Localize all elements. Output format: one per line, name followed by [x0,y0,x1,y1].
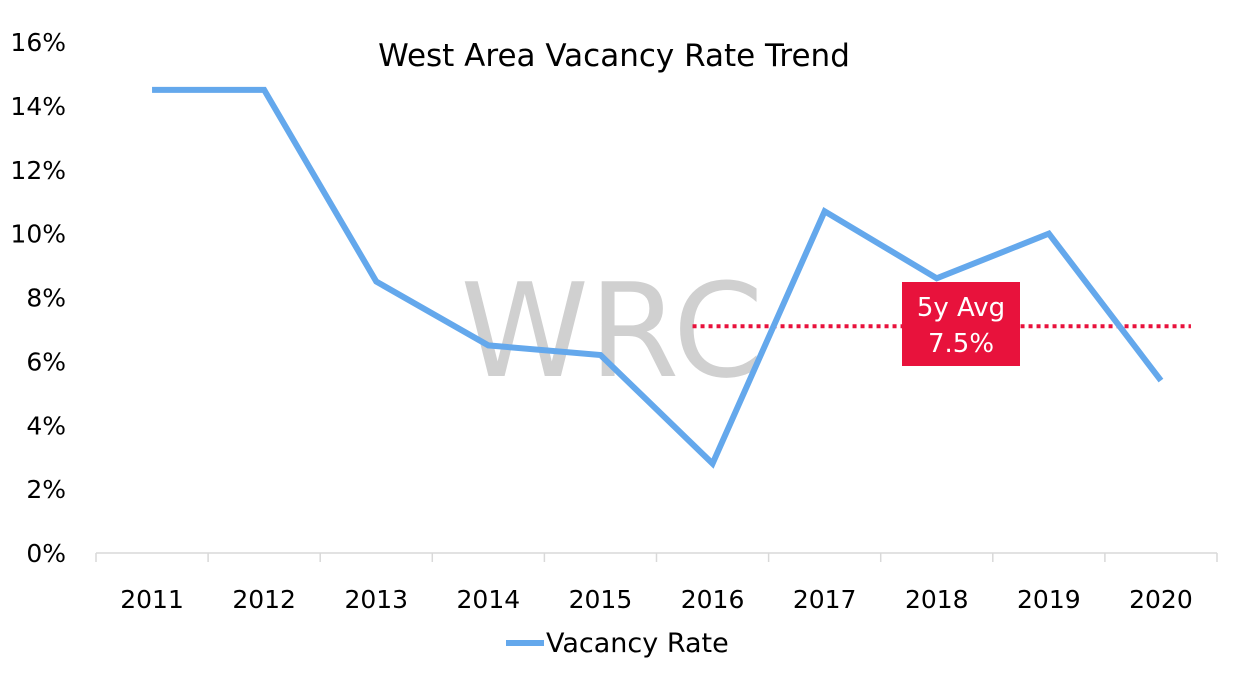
y-tick-label: 16% [10,28,66,57]
x-tick-label: 2020 [1129,585,1193,614]
x-axis: 2011 2012 2013 2014 2015 2016 2017 2018 2019 2020 [95,552,1218,614]
chart-title: West Area Vacancy Rate Trend [378,38,850,74]
x-tick-label: 2012 [232,585,296,614]
x-tick-label: 2013 [344,585,408,614]
x-tick-label: 2018 [905,585,969,614]
y-tick-label: 2% [26,475,66,504]
y-tick-label: 10% [10,220,66,249]
y-tick-label: 8% [26,284,66,313]
y-axis: 0% 2% 4% 6% 8% 10% 12% 14% 16% [10,28,66,568]
y-tick-label: 4% [26,411,66,440]
legend-label: Vacancy Rate [546,628,729,659]
series-line-vacancy-rate [152,86,1164,469]
average-label-line1: 5y Avg [917,293,1005,323]
x-tick-label: 2011 [120,585,184,614]
watermark: WRC [460,255,763,407]
series-layer [152,86,1164,469]
y-tick-label: 12% [10,156,66,185]
average-label-line2: 7.5% [928,329,994,359]
x-tick-label: 2016 [681,585,745,614]
x-tick-label: 2019 [1017,585,1081,614]
x-tick-label: 2014 [457,585,521,614]
x-tick-label: 2015 [569,585,633,614]
x-tick-label: 2017 [793,585,857,614]
legend: Vacancy Rate [506,628,729,659]
y-tick-label: 0% [26,539,66,568]
average-label-box [902,282,1020,366]
five-year-average: 5y Avg 7.5% [692,282,1191,366]
y-tick-label: 14% [10,92,66,121]
y-tick-label: 6% [26,347,66,376]
